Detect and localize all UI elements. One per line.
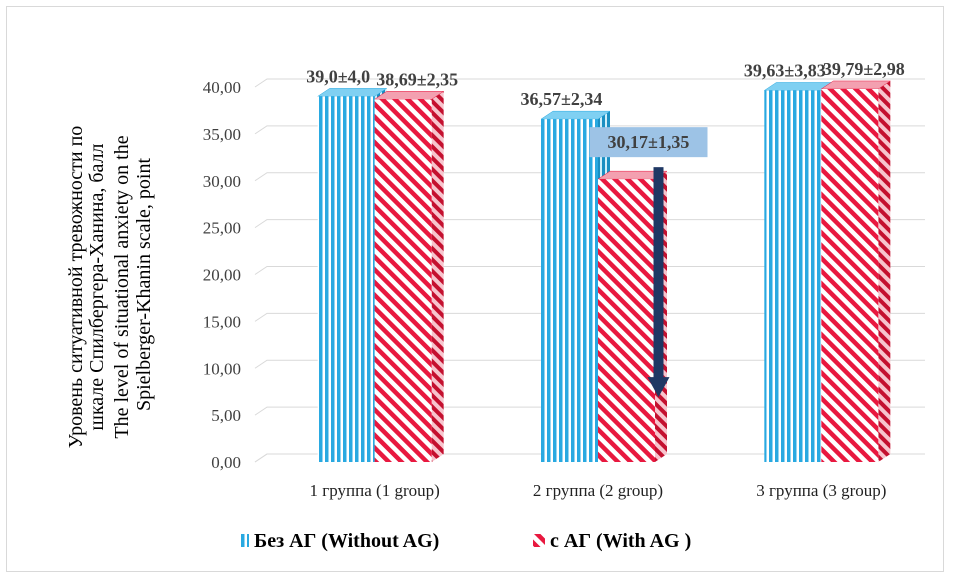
arrow-head xyxy=(647,377,670,398)
bar-front-face xyxy=(374,99,432,462)
y-tick-label: 15,00 xyxy=(203,312,241,331)
gridline xyxy=(254,312,925,322)
gridline xyxy=(254,359,925,369)
data-label: 39,0±4,0 xyxy=(306,66,370,86)
bar-top-face xyxy=(373,91,445,100)
legend-label-without-ag: Без АГ (Without AG) xyxy=(254,530,439,552)
bar-side-face xyxy=(878,80,891,462)
y-tick-label: 25,00 xyxy=(203,219,241,238)
x-category-label: 1 группа (1 group) xyxy=(310,481,440,500)
data-label: 30,17±1,35 xyxy=(608,132,690,152)
arrow-shaft xyxy=(653,167,664,380)
data-labels: 39,0±4,0 38,69±2,35 36,57±2,34 30,17±1,35 39… xyxy=(306,59,905,398)
bar-front-face xyxy=(598,179,655,462)
down-arrow-icon xyxy=(647,167,670,398)
y-tick-label: 35,00 xyxy=(203,125,241,144)
bar-side-face xyxy=(431,91,444,462)
bar-chart: 0,00 5,00 10,00 15,00 20,00 25,00 30,00 35,00 40… xyxy=(65,59,925,552)
bars xyxy=(316,80,892,462)
bar xyxy=(373,91,445,462)
y-axis-title-line: Spielberger-Khanin scale, point xyxy=(133,158,155,411)
axis-floor-edge xyxy=(254,453,268,463)
x-category-label: 3 группа (3 group) xyxy=(756,481,886,500)
bar-top-face xyxy=(820,80,892,90)
y-tick-label: 40,00 xyxy=(203,78,241,97)
gridline xyxy=(254,78,925,88)
data-label: 36,57±2,34 xyxy=(521,89,603,109)
gridlines xyxy=(254,78,925,463)
y-axis-title-line: Уровень ситуативной тревожности по xyxy=(65,126,87,449)
data-label: 39,79±2,98 xyxy=(823,59,905,79)
y-axis-title-line: шкале Спилбергера-Ханина, балл xyxy=(86,143,108,430)
highlight-label-box xyxy=(589,127,708,158)
gridline xyxy=(254,125,925,135)
bar-front-face xyxy=(541,119,598,462)
y-tick-label: 10,00 xyxy=(203,359,241,378)
legend-swatch-with-ag xyxy=(533,534,545,547)
y-tick-label: 20,00 xyxy=(203,266,241,285)
gridline xyxy=(254,266,925,275)
x-axis-categories: 1 группа (1 group) 2 группа (2 group) 3 гр… xyxy=(310,481,887,500)
y-tick-label: 5,00 xyxy=(211,406,241,425)
legend: Без АГ (Without AG) с АГ (With AG ) xyxy=(239,530,691,552)
y-axis-title: Уровень ситуативной тревожности по шкале… xyxy=(65,121,155,449)
gridline xyxy=(254,219,925,229)
bar-front-face xyxy=(317,96,375,462)
y-axis-title-line: The level of situational anxiety on the xyxy=(111,135,133,438)
x-category-label: 2 группа (2 group) xyxy=(533,481,663,500)
y-axis-ticks: 0,00 5,00 10,00 15,00 20,00 25,00 30,00 35,00 40… xyxy=(203,78,241,472)
bar-front-face xyxy=(821,88,879,462)
chart-frame: 0,00 5,00 10,00 15,00 20,00 25,00 30,00 35,00 40… xyxy=(6,6,944,572)
gridline xyxy=(254,172,925,182)
bar-top-face xyxy=(316,88,388,97)
legend-label-with-ag: с АГ (With AG ) xyxy=(550,530,691,552)
bar xyxy=(820,80,892,462)
bar xyxy=(597,170,668,462)
bar-top-face xyxy=(540,110,611,120)
legend-swatch-without-ag xyxy=(239,534,249,547)
bar-front-face xyxy=(764,90,822,462)
gridline xyxy=(254,406,925,416)
data-label: 39,63±3,83 xyxy=(744,60,826,80)
data-label: 38,69±2,35 xyxy=(376,69,458,89)
y-tick-label: 30,00 xyxy=(203,172,241,191)
y-tick-label: 0,00 xyxy=(211,453,241,472)
